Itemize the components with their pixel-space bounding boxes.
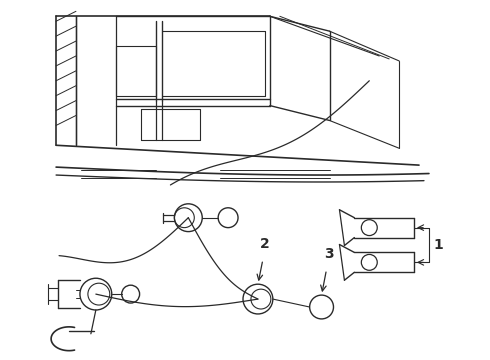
Text: 1: 1 [434, 238, 443, 252]
Text: 2: 2 [260, 238, 270, 251]
Text: 3: 3 [324, 247, 333, 261]
